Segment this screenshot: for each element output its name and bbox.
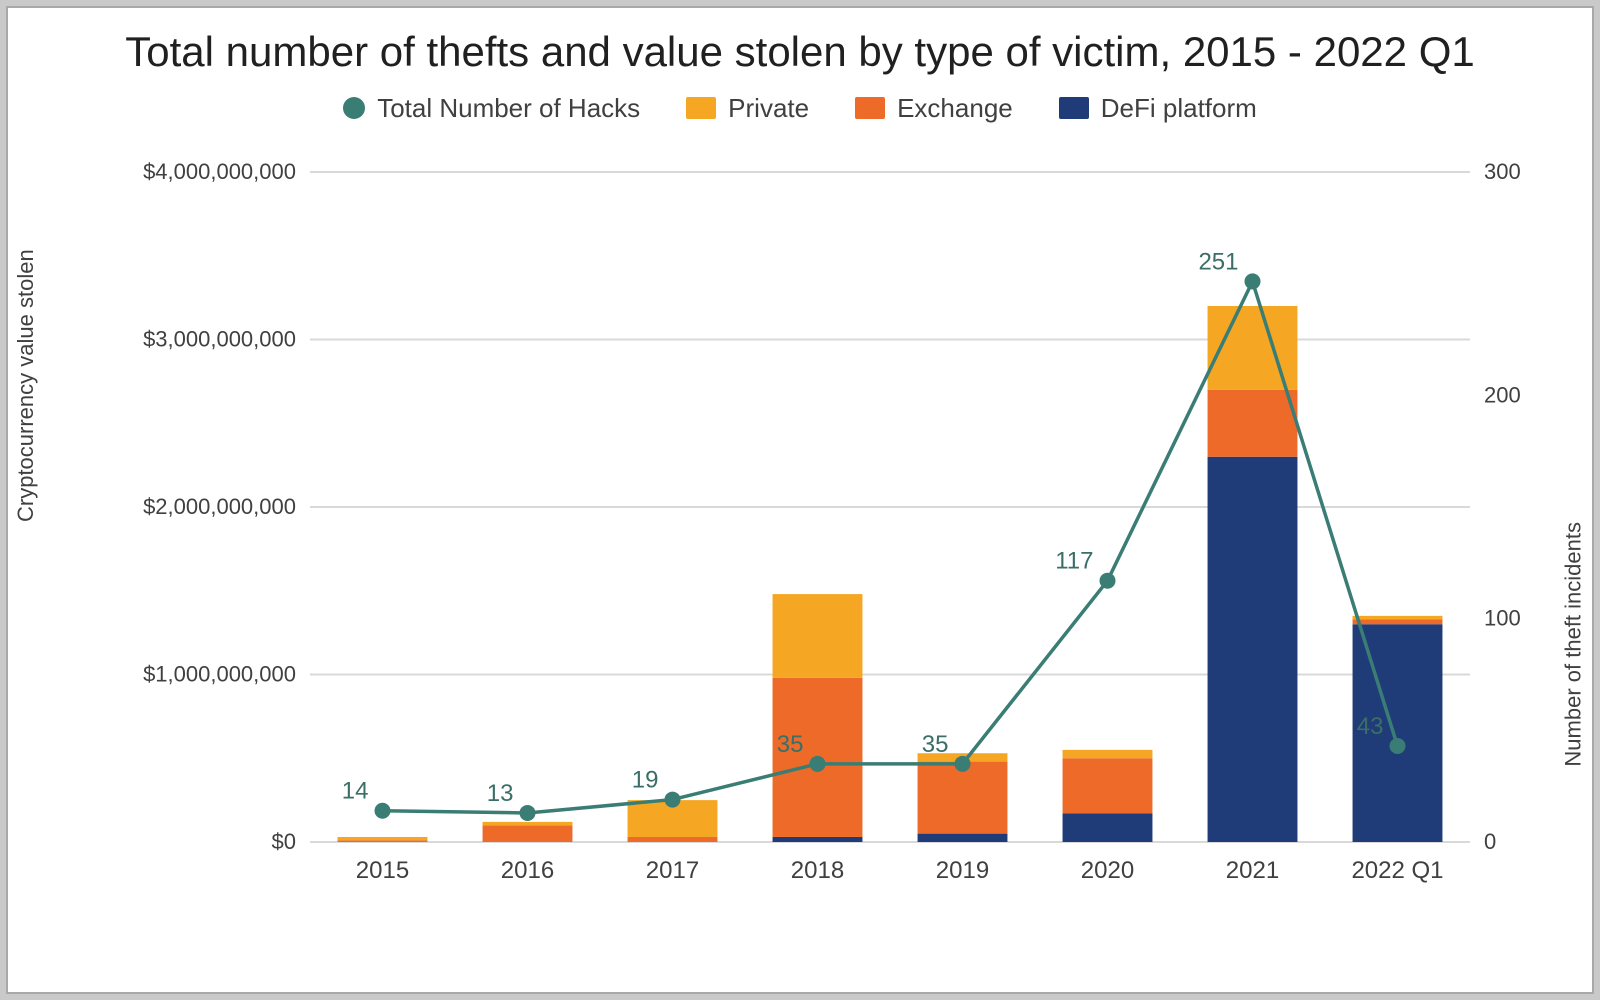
legend-label-exchange: Exchange: [897, 93, 1013, 124]
x-tick-label: 2020: [1081, 857, 1134, 884]
hacks-dot: [1390, 737, 1406, 753]
x-tick-label: 2019: [936, 857, 989, 884]
hacks-dot: [375, 802, 391, 818]
chart-panel: Total number of thefts and value stolen …: [6, 6, 1594, 994]
bar-segment-exchange: [628, 836, 718, 841]
y1-tick-label: $4,000,000,000: [143, 159, 296, 184]
bar-segment-defi: [773, 836, 863, 841]
bar-segment-exchange: [918, 761, 1008, 833]
chart-area: Cryptocurrency value stolen Number of th…: [30, 142, 1570, 902]
legend-item-private: Private: [686, 93, 809, 124]
hacks-data-label: 19: [632, 766, 659, 793]
legend-label-hacks: Total Number of Hacks: [377, 93, 640, 124]
outer-frame: Total number of thefts and value stolen …: [0, 0, 1600, 1000]
x-tick-label: 2015: [356, 857, 409, 884]
dot-swatch-hacks: [343, 97, 365, 119]
bar-segment-exchange: [1208, 389, 1298, 456]
hacks-dot: [1100, 572, 1116, 588]
chart-title: Total number of thefts and value stolen …: [30, 26, 1570, 79]
y1-tick-label: $3,000,000,000: [143, 326, 296, 351]
legend-label-private: Private: [728, 93, 809, 124]
y2-tick-label: 0: [1484, 829, 1496, 854]
hacks-data-label: 251: [1198, 248, 1238, 275]
y2-axis-title: Number of theft incidents: [1561, 522, 1587, 767]
y1-tick-label: $0: [272, 829, 296, 854]
legend: Total Number of Hacks Private Exchange D…: [30, 93, 1570, 124]
hacks-data-label: 117: [1055, 547, 1093, 574]
legend-item-exchange: Exchange: [855, 93, 1013, 124]
bar-segment-exchange: [483, 825, 573, 842]
chart-svg: $0 $1,000,000,000 $2,000,000,000 $3,000,000…: [30, 142, 1570, 902]
legend-label-defi: DeFi platform: [1101, 93, 1257, 124]
hacks-data-label: 13: [487, 779, 514, 806]
bar-segment-defi: [1208, 456, 1298, 841]
y1-axis-title: Cryptocurrency value stolen: [13, 249, 39, 522]
bar-segment-exchange: [338, 840, 428, 842]
bar-segment-private: [1353, 615, 1443, 618]
legend-item-defi: DeFi platform: [1059, 93, 1257, 124]
hacks-data-label: 14: [342, 777, 369, 804]
swatch-defi: [1059, 97, 1089, 119]
x-tick-label: 2018: [791, 857, 844, 884]
x-tick-label: 2017: [646, 857, 699, 884]
hacks-dot: [1245, 273, 1261, 289]
legend-item-hacks: Total Number of Hacks: [343, 93, 640, 124]
y2-tick-label: 100: [1484, 605, 1521, 630]
hacks-data-label: 35: [777, 730, 804, 757]
bar-segment-defi: [1063, 813, 1153, 841]
y1-tick-label: $2,000,000,000: [143, 494, 296, 519]
bar-segment-exchange: [1353, 619, 1443, 624]
bar-segment-exchange: [1063, 758, 1153, 813]
hacks-data-label: 35: [922, 730, 949, 757]
bar-segment-private: [338, 836, 428, 839]
hacks-data-label: 43: [1357, 712, 1384, 739]
x-tick-label: 2021: [1226, 857, 1279, 884]
swatch-private: [686, 97, 716, 119]
bar-segment-private: [483, 821, 573, 824]
x-tick-label: 2022 Q1: [1351, 857, 1443, 884]
bar-segment-private: [773, 594, 863, 678]
hacks-dot: [955, 755, 971, 771]
y1-tick-label: $1,000,000,000: [143, 661, 296, 686]
x-tick-label: 2016: [501, 857, 554, 884]
hacks-dot: [520, 804, 536, 820]
hacks-dot: [665, 791, 681, 807]
bar-segment-private: [1063, 749, 1153, 757]
y2-tick-label: 200: [1484, 382, 1521, 407]
y2-tick-label: 300: [1484, 159, 1521, 184]
hacks-dot: [810, 755, 826, 771]
swatch-exchange: [855, 97, 885, 119]
bar-segment-defi: [918, 833, 1008, 841]
